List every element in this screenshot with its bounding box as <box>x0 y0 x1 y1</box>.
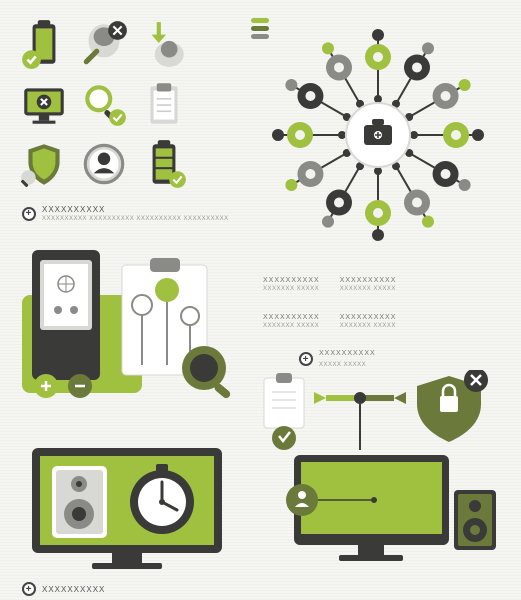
head-close-icon <box>78 18 130 70</box>
person-magnify-icon <box>78 138 130 190</box>
radial-diagram <box>253 10 503 260</box>
text-cluster: XXXXXXXXXX XXXXXXX XXXXX XXXXXXXXXX XXXX… <box>263 275 493 329</box>
download-head-icon <box>138 18 190 70</box>
battery-full-icon <box>138 138 190 190</box>
text-row-bottom: + XXXXXXXXXX <box>22 582 105 596</box>
clipboard-icon <box>138 78 190 130</box>
shield-search-icon <box>18 138 70 190</box>
security-text: + XXXXXXXXXXXXXXX XXXXX <box>299 348 376 371</box>
sub-text: XXXXXXXXXX XXXXXXXXXX XXXXXXXXXX XXXXXXX… <box>42 216 229 222</box>
text-row-1: + XXXXXXXXXX XXXXXXXXXX XXXXXXXXXX XXXXX… <box>22 205 229 222</box>
label-a: XXXXXXXXXX <box>263 275 320 286</box>
icon-grid <box>18 18 190 190</box>
security-panel: + XXXXXXXXXXXXXXX XXXXX <box>254 370 499 580</box>
monitor-panel <box>22 440 232 580</box>
radial-legend <box>251 18 269 39</box>
plus-icon: + <box>299 352 313 366</box>
device-panel <box>22 240 232 420</box>
plus-icon: + <box>22 207 36 221</box>
label-b: XXXXXXXXXX <box>340 275 397 286</box>
search-check-icon <box>78 78 130 130</box>
plus-icon: + <box>22 582 36 596</box>
battery-check-icon <box>18 18 70 70</box>
heading-text: XXXXXXXXXX <box>42 205 229 214</box>
label-c: XXXXXXXXXX <box>263 312 320 323</box>
bottom-text: XXXXXXXXXX <box>42 585 105 594</box>
monitor-close-icon <box>18 78 70 130</box>
